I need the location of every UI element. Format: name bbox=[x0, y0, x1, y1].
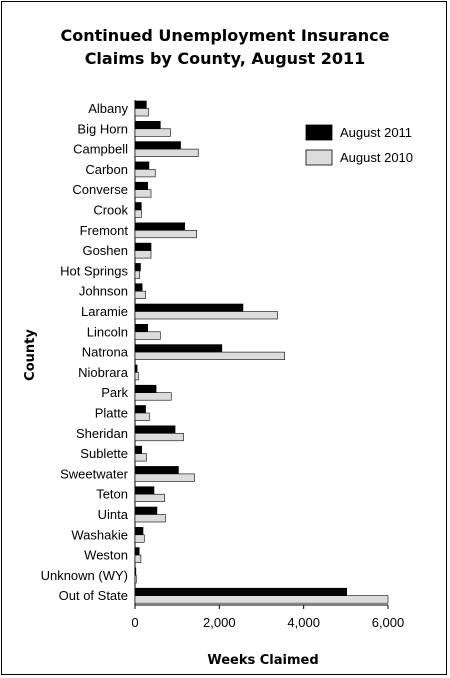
category-label: Converse bbox=[72, 182, 128, 197]
bar-august-2010 bbox=[134, 493, 165, 503]
bar-august-2011 bbox=[134, 344, 223, 353]
category-label: Park bbox=[101, 385, 128, 400]
bar-august-2010 bbox=[134, 148, 199, 157]
legend-label: August 2011 bbox=[340, 125, 412, 140]
category-label: Fremont bbox=[80, 223, 129, 238]
bar-august-2010 bbox=[134, 230, 197, 239]
bar-august-2011 bbox=[134, 364, 138, 373]
bar-august-2011 bbox=[134, 486, 155, 495]
category-label: Out of State bbox=[59, 588, 128, 603]
bar-august-2011 bbox=[134, 405, 146, 414]
x-tick-label: 6,000 bbox=[372, 615, 405, 630]
x-tick-label: 0 bbox=[131, 615, 138, 630]
x-axis-title: Weeks Claimed bbox=[207, 653, 318, 668]
bar-august-2011 bbox=[134, 526, 144, 536]
category-label: Uinta bbox=[98, 507, 129, 522]
bar-august-2010 bbox=[134, 250, 152, 259]
bar-august-2010 bbox=[134, 432, 184, 442]
bar-august-2011 bbox=[134, 547, 140, 556]
category-label: Crook bbox=[93, 203, 128, 218]
category-label: Weston bbox=[84, 548, 128, 563]
bar-august-2010 bbox=[134, 514, 166, 523]
bar-august-2010 bbox=[134, 311, 278, 320]
legend-label: August 2010 bbox=[340, 150, 413, 165]
bar-august-2010 bbox=[134, 351, 285, 360]
bar-august-2010 bbox=[134, 534, 145, 543]
bar-august-2010 bbox=[134, 412, 150, 421]
bar-august-2010 bbox=[134, 290, 146, 300]
category-label: Unknown (WY) bbox=[41, 568, 128, 583]
category-label: Niobrara bbox=[78, 365, 129, 380]
bar-august-2011 bbox=[134, 283, 143, 292]
bar-august-2011 bbox=[134, 100, 147, 109]
bar-august-2010 bbox=[134, 453, 147, 462]
category-label: Hot Springs bbox=[60, 263, 128, 278]
category-label: Big Horn bbox=[77, 121, 128, 136]
chart-title: Continued Unemployment Insurance Claims … bbox=[0, 24, 450, 70]
bar-august-2011 bbox=[134, 141, 181, 150]
bar-august-2011 bbox=[134, 445, 143, 454]
category-label: Albany bbox=[88, 101, 128, 116]
bar-august-2010 bbox=[134, 392, 172, 401]
bar-august-2011 bbox=[134, 323, 148, 333]
category-label: Campbell bbox=[73, 142, 128, 157]
category-label: Johnson bbox=[79, 284, 128, 299]
category-label: Sweetwater bbox=[60, 466, 129, 481]
bar-august-2011 bbox=[134, 506, 158, 515]
bar-august-2010 bbox=[134, 189, 152, 198]
bar-august-2011 bbox=[134, 242, 152, 251]
x-tick-label: 4,000 bbox=[287, 615, 320, 630]
bar-august-2010 bbox=[134, 473, 195, 482]
bar-august-2011 bbox=[134, 121, 161, 130]
category-label: Natrona bbox=[82, 345, 129, 360]
category-label: Carbon bbox=[85, 162, 128, 177]
bar-august-2011 bbox=[134, 466, 179, 475]
bar-august-2010 bbox=[134, 575, 137, 584]
bar-august-2011 bbox=[134, 384, 157, 394]
category-label: Washakie bbox=[71, 527, 128, 542]
bar-august-2011 bbox=[134, 161, 150, 170]
bar-august-2010 bbox=[134, 209, 142, 218]
bar-august-2010 bbox=[134, 169, 156, 178]
category-label: Platte bbox=[95, 406, 128, 421]
bar-august-2011 bbox=[134, 263, 141, 272]
chart-title-line-1: Continued Unemployment Insurance bbox=[60, 26, 390, 45]
legend-swatch bbox=[305, 149, 333, 166]
category-label: Teton bbox=[96, 487, 128, 502]
bar-august-2011 bbox=[134, 425, 176, 434]
bar-august-2010 bbox=[134, 270, 140, 279]
legend-swatch bbox=[305, 124, 333, 141]
bar-august-2010 bbox=[134, 372, 139, 381]
bar-august-2011 bbox=[134, 202, 142, 211]
bar-august-2010 bbox=[134, 128, 171, 137]
bar-august-2011 bbox=[134, 222, 186, 231]
bar-august-2010 bbox=[134, 331, 161, 340]
bar-august-2011 bbox=[134, 567, 137, 576]
category-label: Sheridan bbox=[76, 426, 128, 441]
category-label: Sublette bbox=[80, 446, 128, 461]
y-axis-title: County bbox=[23, 329, 38, 381]
category-label: Goshen bbox=[82, 243, 128, 258]
bar-august-2010 bbox=[134, 108, 149, 117]
bar-august-2011 bbox=[134, 181, 148, 190]
bar-august-2010 bbox=[134, 595, 389, 604]
bar-august-2010 bbox=[134, 554, 142, 563]
category-label: Laramie bbox=[81, 304, 128, 319]
category-label: Lincoln bbox=[87, 324, 128, 339]
x-tick-label: 2,000 bbox=[203, 615, 236, 630]
bar-august-2011 bbox=[134, 587, 347, 597]
chart-title-line-2: Claims by County, August 2011 bbox=[84, 49, 366, 68]
bar-august-2011 bbox=[134, 303, 244, 312]
